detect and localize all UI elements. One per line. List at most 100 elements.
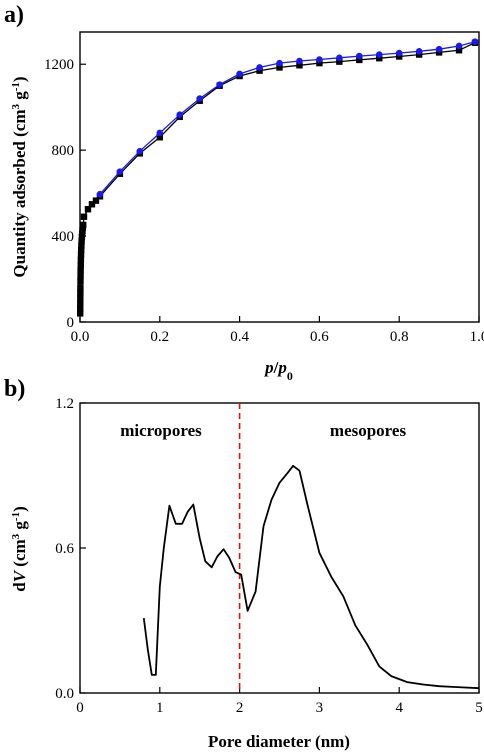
adsorption-point — [396, 53, 403, 60]
panel-a-label: a) — [4, 2, 24, 28]
panel-a-x-tick-label: 1.0 — [470, 329, 484, 345]
panel-a-y-ticks: 0 400 800 1200 — [44, 57, 86, 331]
panel-a-y-axis-title: Quantity adsorbed (cm3 g-1) — [10, 76, 29, 277]
panel-b-y-tick-label: 0.0 — [55, 686, 74, 702]
adsorption-point — [376, 55, 383, 62]
panel-b-y-axis-title: dV (cm3 g-1) — [10, 506, 29, 592]
panel-b-y-tick-label: 0.6 — [55, 541, 74, 557]
panel-b-x-tick-label: 1 — [156, 700, 164, 716]
panel-a-x-ticks: 0.0 0.2 0.4 0.6 0.8 1.0 — [71, 316, 484, 345]
y-title-post: ) — [10, 76, 29, 82]
desorption-point — [276, 59, 283, 67]
y-title-pre: Quantity adsorbed (cm — [10, 109, 29, 277]
adsorption-point — [356, 56, 363, 64]
y-title-v: V — [10, 569, 29, 582]
adsorption-point — [77, 277, 84, 285]
desorption-point — [116, 168, 124, 175]
adsorption-point — [455, 47, 463, 54]
adsorption-point — [77, 305, 84, 313]
desorption-point — [356, 52, 363, 60]
desorption-point — [136, 147, 144, 155]
adsorption-point — [79, 221, 87, 229]
desorption-line — [99, 41, 476, 195]
desorption-point — [435, 45, 443, 53]
adsorption-point — [296, 62, 303, 69]
adsorption-point — [76, 310, 84, 317]
adsorption-point — [84, 206, 92, 213]
panel-a-x-tick-label: 0.4 — [230, 329, 249, 345]
x-title-sep: / — [273, 358, 279, 377]
adsorption-point — [88, 201, 96, 208]
desorption-point — [336, 54, 343, 62]
panel-b-x-tick-label: 0 — [76, 700, 84, 716]
adsorption-line — [79, 42, 476, 314]
panel-a-y-tick-label: 400 — [52, 229, 75, 245]
desorption-point — [156, 129, 164, 137]
panel-a-y-tick-label: 1200 — [44, 57, 74, 73]
desorption-point — [236, 70, 243, 78]
desorption-point — [455, 42, 463, 50]
panel-a-x-tick-label: 0.0 — [71, 329, 90, 345]
adsorption-point — [77, 289, 84, 297]
adsorption-point — [92, 197, 100, 204]
panel-b-x-tick-label: 2 — [236, 700, 244, 716]
adsorption-point — [77, 300, 84, 307]
panel-a-y-tick-label: 800 — [52, 143, 75, 159]
adsorption-point — [77, 295, 84, 302]
y-title-b-post: ) — [10, 506, 29, 512]
panel-b-y-tick-label: 1.2 — [55, 396, 74, 412]
desorption-point — [375, 51, 383, 58]
adsorption-point — [77, 256, 85, 263]
panel-a-x-tick-label: 0.2 — [150, 329, 169, 345]
adsorption-point — [80, 213, 88, 220]
panel-b-x-tick-label: 4 — [395, 700, 403, 716]
adsorption-point — [77, 261, 84, 269]
desorption-point — [196, 95, 203, 102]
adsorption-point — [77, 246, 85, 254]
y-title-b-mid: (cm — [10, 539, 29, 571]
panel-a-x-tick-label: 0.6 — [310, 329, 329, 345]
adsorption-point — [78, 242, 85, 249]
adsorption-point — [78, 230, 86, 238]
panel-b-pore-size-distribution: b) 0 1 2 3 4 5 0.0 0.6 1.2 micropores mesopores… — [4, 376, 483, 751]
adsorption-point — [77, 272, 84, 280]
adsorption-point — [78, 233, 86, 241]
x-title-main-2: p — [276, 358, 287, 377]
y-title-b-sup2: -1 — [10, 512, 22, 521]
adsorption-point — [316, 59, 323, 67]
desorption-point — [395, 49, 403, 57]
panel-a-series-desorption — [96, 38, 479, 198]
panel-b-series-line — [142, 464, 480, 690]
desorption-point — [296, 57, 303, 65]
desorption-point — [96, 190, 104, 198]
y-title-sup2: -1 — [10, 82, 22, 91]
y-title-mid: g — [10, 91, 29, 104]
y-title-d: d — [10, 582, 29, 592]
panel-b-x-ticks: 0 1 2 3 4 5 — [76, 687, 483, 716]
y-title-b-mid2: g — [10, 521, 29, 534]
adsorption-point — [336, 58, 343, 65]
adsorption-point — [78, 238, 85, 245]
adsorption-point — [77, 284, 84, 291]
panel-b-x-tick-label: 5 — [475, 700, 483, 716]
x-title-sub: 0 — [287, 369, 293, 383]
desorption-point — [316, 56, 323, 63]
panel-b-label: b) — [4, 376, 25, 402]
desorption-point — [176, 111, 184, 119]
y-title-b-sup1: 3 — [10, 533, 22, 539]
y-title-sup1: 3 — [10, 103, 22, 109]
panel-b-x-tick-label: 3 — [316, 700, 324, 716]
panel-a-x-axis-title: p/p0 — [263, 358, 293, 383]
annotation-micropores: micropores — [120, 421, 202, 440]
adsorption-point — [276, 64, 283, 71]
panel-a-series-adsorption — [76, 39, 479, 317]
desorption-point — [216, 81, 223, 88]
panel-b-plot-frame — [79, 402, 480, 694]
x-title-main: p — [263, 358, 274, 377]
desorption-point — [471, 38, 479, 45]
panel-a-y-tick-label: 0 — [67, 315, 75, 331]
adsorption-point — [77, 251, 85, 258]
panel-b-x-axis-title: Pore diameter (nm) — [208, 732, 350, 751]
desorption-point — [415, 48, 423, 55]
